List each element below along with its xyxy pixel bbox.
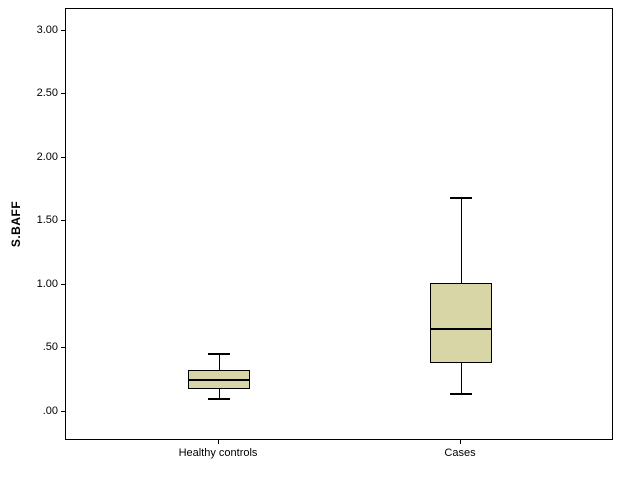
y-tick-mark — [61, 157, 65, 158]
y-tick-label: 1.50 — [36, 214, 58, 226]
y-tick-label: .00 — [42, 405, 58, 417]
y-tick-label: 3.00 — [36, 24, 58, 36]
whisker-cap-bottom — [450, 393, 472, 395]
whisker-cap-top — [208, 353, 230, 355]
y-tick-label: .50 — [42, 341, 58, 353]
x-tick-mark — [218, 440, 219, 444]
y-tick-mark — [61, 93, 65, 94]
y-tick-label: 1.00 — [36, 278, 58, 290]
whisker-cap-bottom — [208, 398, 230, 400]
plot-area — [65, 8, 613, 440]
y-tick-label: 2.00 — [36, 151, 58, 163]
median-line — [430, 328, 492, 330]
category-label: Healthy controls — [178, 447, 258, 459]
category-label: Cases — [444, 447, 476, 459]
y-tick-label: 2.50 — [36, 87, 58, 99]
y-tick-mark — [61, 411, 65, 412]
y-tick-mark — [61, 347, 65, 348]
y-tick-mark — [61, 284, 65, 285]
whisker-cap-top — [450, 197, 472, 199]
median-line — [188, 379, 250, 381]
box-cases — [430, 283, 492, 363]
x-tick-mark — [460, 440, 461, 444]
y-tick-mark — [61, 30, 65, 31]
y-tick-mark — [61, 220, 65, 221]
